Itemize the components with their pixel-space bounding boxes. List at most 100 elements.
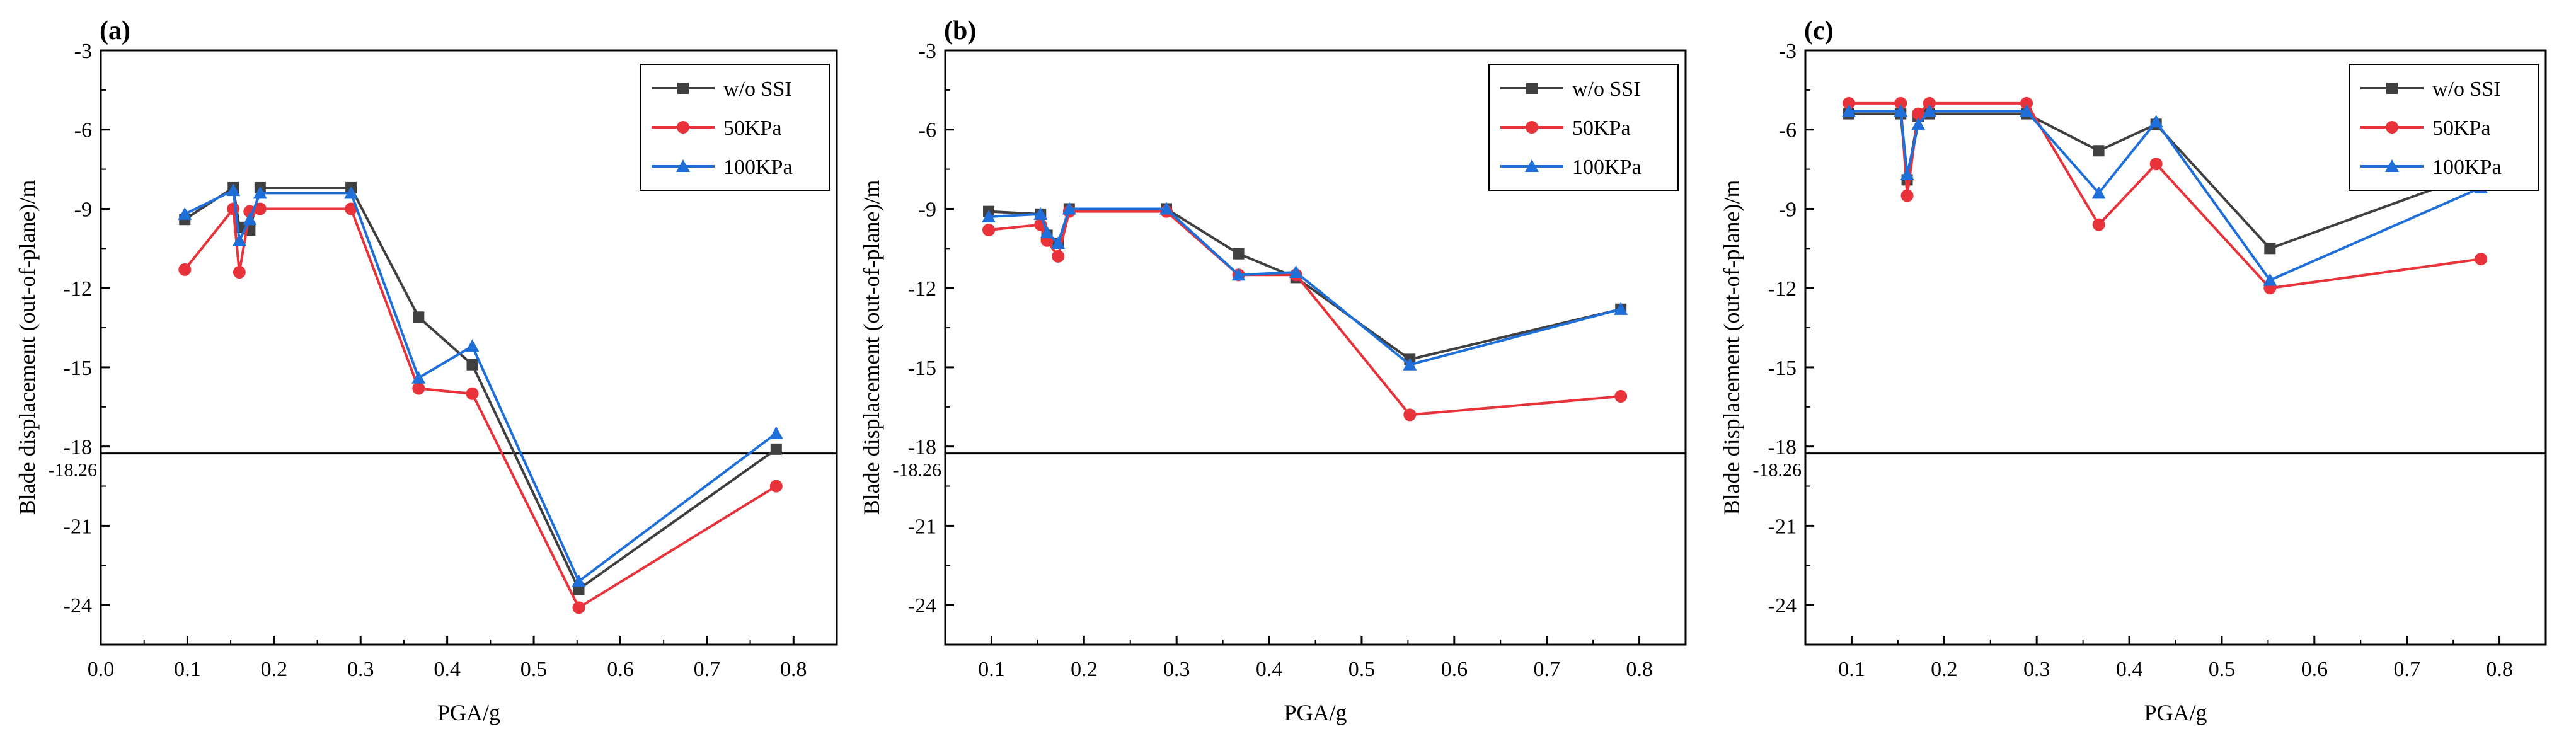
legend-label: 50KPa: [723, 117, 782, 140]
series-line: [988, 207, 1621, 366]
data-point-circle: [1912, 107, 1925, 120]
x-tick-label: 0.1: [1838, 658, 1865, 681]
series-line: [1849, 110, 2481, 282]
data-point-triangle: [1900, 167, 1914, 180]
legend-label: w/o SSI: [2432, 78, 2501, 101]
legend-marker-square: [1526, 83, 1538, 94]
data-point-triangle: [1842, 104, 1856, 117]
data-point-triangle: [1894, 104, 1908, 117]
data-point-triangle: [1051, 236, 1066, 249]
x-tick-label: 0.1: [174, 658, 201, 681]
y-tick-label: -24: [1768, 594, 1797, 618]
legend-marker-circle: [677, 121, 689, 134]
x-tick-label: 0.0: [88, 658, 115, 681]
chart-panel-2: (b) 0.1 0.2 0.3 0.4 0.5 0.6 0.7 0.8 -3 -6 -9 -12 -15 -…: [859, 16, 1687, 725]
x-tick-label: 0.1: [978, 658, 1005, 681]
y-tick-label: -24: [908, 594, 936, 618]
x-tick-label: 0.7: [694, 658, 721, 681]
legend-label: 50KPa: [1572, 117, 1631, 140]
y-tick-label: -12: [1768, 277, 1797, 301]
data-point-circle: [2092, 218, 2105, 231]
data-point-circle: [1403, 408, 1417, 422]
data-point-circle: [345, 202, 358, 215]
x-tick-label: 0.2: [1931, 658, 1958, 681]
legend: w/o SSI 50KPa 100KPa: [2349, 64, 2539, 191]
y-tick-label: -15: [1768, 357, 1797, 380]
panel-label: (c): [1804, 16, 1834, 45]
y-axis-title: Blade displacement (out-of-plane)/m: [1719, 180, 1744, 515]
data-point-triangle: [344, 186, 359, 199]
legend-label: w/o SSI: [1572, 78, 1641, 101]
data-point-square: [2093, 145, 2105, 157]
y-tick-label: -21: [908, 515, 936, 538]
data-point-triangle: [465, 339, 480, 352]
y-tick-label: -21: [64, 515, 92, 538]
y-axis-title: Blade displacement (out-of-plane)/m: [859, 180, 884, 515]
legend-marker-square: [677, 83, 689, 94]
legend: w/o SSI 50KPa 100KPa: [1488, 64, 1679, 191]
x-tick-label: 0.6: [2301, 658, 2328, 681]
data-point-circle: [1900, 189, 1914, 202]
x-tick-label: 0.8: [780, 658, 807, 681]
x-tick-label: 0.6: [607, 658, 634, 681]
x-tick-label: 0.8: [2486, 658, 2513, 681]
series-50kpa: [982, 205, 1628, 422]
series-line: [184, 188, 778, 583]
series-w-o-ssi: [179, 181, 782, 595]
data-point-circle: [1894, 96, 1907, 110]
reference-line-label: -18.26: [1753, 460, 1802, 481]
panel-label: (b): [944, 16, 976, 45]
y-tick-label: -18: [64, 436, 92, 459]
y-tick-label: -6: [74, 119, 92, 142]
x-tick-label: 0.4: [1256, 658, 1283, 681]
data-point-square: [2264, 243, 2276, 255]
legend-label: 100KPa: [1572, 156, 1642, 179]
y-tick-label: -21: [1768, 515, 1797, 538]
y-tick-label: -9: [919, 198, 936, 221]
series-line: [183, 205, 777, 610]
data-point-square: [413, 311, 425, 323]
y-tick-label: -18: [1768, 436, 1797, 459]
data-point-triangle: [1911, 117, 1926, 130]
y-tick-label: -15: [64, 357, 92, 380]
legend-label: 100KPa: [723, 156, 793, 179]
data-point-circle: [253, 202, 267, 215]
x-tick-label: 0.7: [2393, 658, 2420, 681]
data-point-circle: [1614, 390, 1628, 403]
reference-line-label: -18.26: [49, 460, 98, 481]
x-tick-label: 0.3: [347, 658, 374, 681]
x-tick-label: 0.5: [1348, 658, 1376, 681]
data-point-circle: [769, 480, 783, 493]
data-point-triangle: [1033, 207, 1048, 220]
legend-label: 50KPa: [2432, 117, 2491, 140]
data-point-triangle: [2020, 104, 2034, 117]
data-point-circle: [178, 263, 192, 276]
data-point-triangle: [2091, 186, 2106, 199]
y-tick-label: -24: [64, 594, 92, 618]
data-point-circle: [2020, 96, 2033, 110]
data-point-triangle: [1289, 265, 1303, 279]
data-point-triangle: [572, 574, 586, 587]
series-50kpa: [178, 202, 783, 614]
x-tick-label: 0.4: [2116, 658, 2143, 681]
x-tick-label: 0.3: [2023, 658, 2050, 681]
plot-frame: [100, 49, 838, 646]
legend-marker-circle: [1526, 121, 1538, 134]
y-tick-label: -3: [1779, 40, 1797, 63]
data-point-circle: [1052, 250, 1065, 263]
series-line: [988, 210, 1621, 416]
data-point-triangle: [243, 212, 257, 226]
y-tick-label: -9: [1779, 198, 1797, 221]
legend-marker-square: [2386, 83, 2398, 94]
data-point-triangle: [2263, 273, 2277, 286]
data-point-triangle: [232, 233, 246, 246]
data-point-triangle: [2149, 115, 2163, 128]
y-tick-label: -3: [74, 40, 92, 63]
data-point-circle: [982, 223, 996, 236]
x-axis-title: PGA/g: [1284, 700, 1347, 725]
y-tick-label: -3: [919, 40, 936, 63]
x-tick-label: 0.2: [261, 658, 288, 681]
data-point-triangle: [1231, 268, 1246, 281]
data-point-circle: [227, 202, 240, 215]
